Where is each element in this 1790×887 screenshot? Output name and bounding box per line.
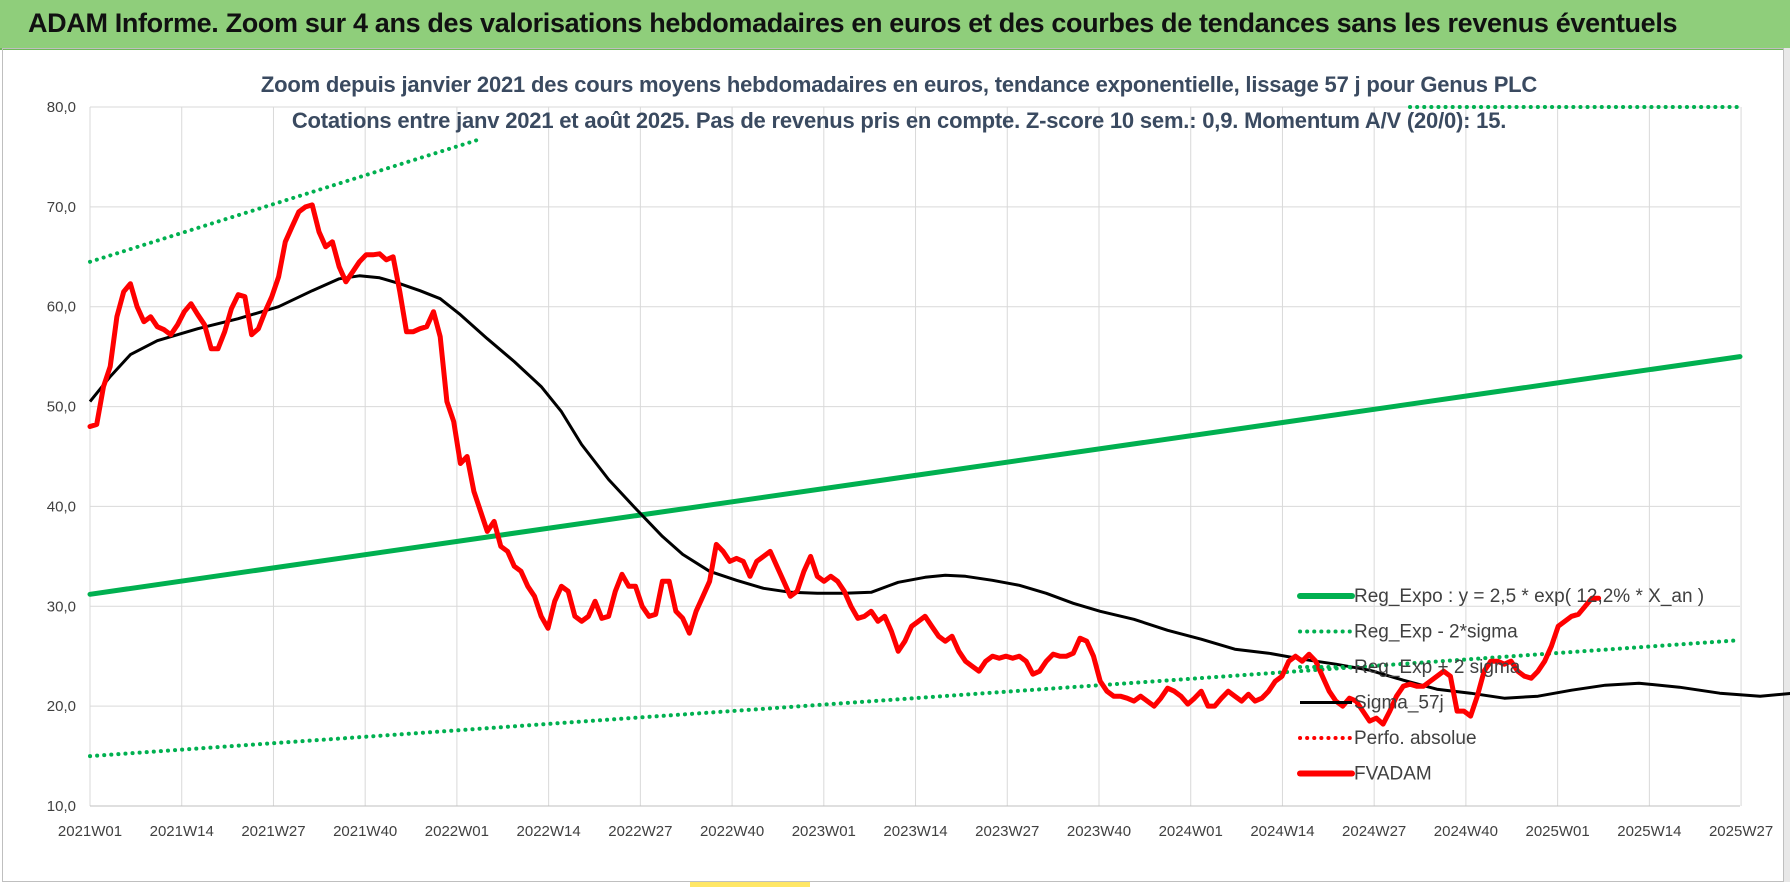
y-tick-label: 40,0 [47, 498, 76, 515]
legend-label: Reg_Exp + 2 sigma [1354, 657, 1521, 678]
bottom-tab-marker [690, 882, 810, 887]
sigma-57j-line [88, 274, 1790, 700]
chart-frame [2, 48, 1784, 882]
regression-minus-2sigma-line [88, 638, 1742, 759]
x-tick-label: 2023W27 [975, 823, 1039, 840]
legend-label: FVADAM [1354, 764, 1432, 785]
x-tick-label: 2025W14 [1617, 823, 1681, 840]
axes: 10,0 20,0 30,0 40,0 50,0 60,0 70,0 80,0 2021W01 2… [47, 99, 1773, 840]
x-tick-label: 2023W14 [883, 823, 947, 840]
series [87, 105, 1790, 759]
legend-label: Sigma_57j [1354, 693, 1444, 714]
right-edge-bar [1784, 48, 1790, 882]
legend-label: Perfo. absolue [1354, 728, 1477, 749]
x-tick-label: 2025W01 [1526, 823, 1590, 840]
y-tick-label: 20,0 [47, 698, 76, 715]
grid-lines [89, 106, 1742, 807]
y-tick-label: 50,0 [47, 399, 76, 416]
x-tick-label: 2024W40 [1434, 823, 1498, 840]
x-tick-label: 2023W40 [1067, 823, 1131, 840]
y-tick-label: 70,0 [47, 199, 76, 216]
title-banner: ADAM Informe. Zoom sur 4 ans des valoris… [0, 0, 1790, 50]
x-tick-label: 2022W14 [517, 823, 581, 840]
x-tick-label: 2021W01 [58, 823, 122, 840]
chart-title-line-1: Zoom depuis janvier 2021 des cours moyen… [260, 72, 1538, 97]
y-tick-label: 60,0 [47, 299, 76, 316]
legend: Reg_Expo : y = 2,5 * exp( 12,2% * X_an )… [1297, 586, 1704, 785]
x-tick-label: 2021W14 [150, 823, 214, 840]
regression-line [87, 354, 1743, 597]
y-tick-label: 80,0 [47, 99, 76, 116]
x-tick-label: 2022W40 [700, 823, 764, 840]
x-tick-label: 2022W27 [608, 823, 672, 840]
x-tick-label: 2021W27 [241, 823, 305, 840]
x-tick-label: 2023W01 [792, 823, 856, 840]
x-tick-label: 2024W14 [1250, 823, 1314, 840]
chart-title-line-2: Cotations entre janv 2021 et août 2025. … [291, 108, 1507, 133]
regression-plus-2sigma-line [88, 137, 483, 264]
legend-label: Reg_Exp - 2*sigma [1354, 622, 1518, 643]
fvadam-price-line [87, 202, 1602, 727]
x-tick-label: 2025W27 [1709, 823, 1773, 840]
x-tick-label: 2024W01 [1159, 823, 1223, 840]
x-tick-label: 2024W27 [1342, 823, 1406, 840]
legend-label: Reg_Expo : y = 2,5 * exp( 12,2% * X_an ) [1354, 586, 1704, 607]
y-tick-label: 10,0 [47, 798, 76, 815]
y-tick-label: 30,0 [47, 598, 76, 615]
x-tick-label: 2021W40 [333, 823, 397, 840]
banner-title: ADAM Informe. Zoom sur 4 ans des valoris… [28, 8, 1678, 38]
x-tick-label: 2022W01 [425, 823, 489, 840]
